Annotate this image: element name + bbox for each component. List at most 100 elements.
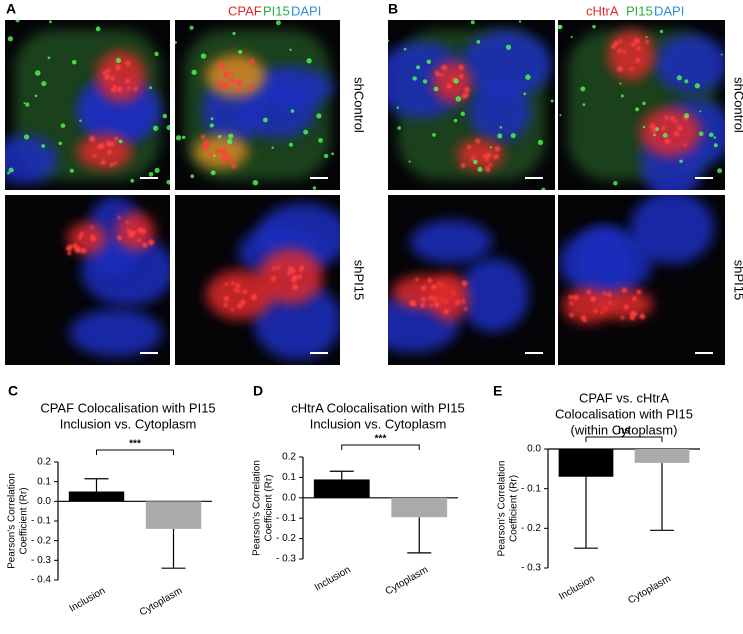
speck xyxy=(482,154,488,159)
pi15-dot xyxy=(416,65,421,70)
pi15-dot xyxy=(323,153,329,159)
speck xyxy=(290,278,296,283)
speck xyxy=(683,143,687,147)
speck xyxy=(664,115,669,120)
pi15-dot xyxy=(34,70,41,76)
speck xyxy=(475,138,481,144)
speck xyxy=(203,140,210,147)
speck xyxy=(593,308,598,313)
speck xyxy=(117,235,123,241)
pi15-dot xyxy=(499,126,503,129)
micrograph xyxy=(388,20,555,190)
pi15-dot xyxy=(662,132,668,138)
speck xyxy=(429,304,433,308)
speck xyxy=(219,61,223,65)
speck xyxy=(636,46,641,51)
inclusion xyxy=(115,212,155,251)
pi15-dot xyxy=(559,114,562,117)
chart-title: CPAF vs. cHtrA xyxy=(579,390,669,405)
speck xyxy=(90,235,97,242)
pi15-dot xyxy=(15,20,20,23)
speck xyxy=(230,78,236,84)
speck xyxy=(286,270,292,276)
channel-label: PI15 xyxy=(263,3,290,18)
speck xyxy=(298,268,303,273)
pi15-dot xyxy=(23,102,26,105)
nucleus xyxy=(77,77,162,144)
speck xyxy=(67,251,72,256)
speck xyxy=(75,247,81,253)
pi15-dot xyxy=(613,181,618,186)
row-label: shControl xyxy=(732,77,743,133)
speck xyxy=(127,86,131,90)
nucleus xyxy=(461,30,552,98)
speck xyxy=(464,307,468,311)
pi15-dot xyxy=(537,139,544,146)
panel-label: A xyxy=(6,1,16,17)
pi15-dot xyxy=(676,75,682,81)
pi15-dot xyxy=(713,143,718,148)
speck xyxy=(97,144,102,149)
chart-title: (within Cytoplasm) xyxy=(571,422,678,437)
speck xyxy=(632,296,637,302)
pi15-dot xyxy=(403,47,407,51)
speck xyxy=(125,220,129,224)
y-tick-label: - 0.3 xyxy=(31,555,51,566)
speck xyxy=(569,313,574,318)
pi15-dot xyxy=(541,187,546,190)
speck xyxy=(90,225,94,229)
pi15-dot xyxy=(396,106,399,109)
pi15-dot xyxy=(213,154,216,157)
speck xyxy=(461,299,466,304)
speck xyxy=(231,162,237,169)
pi15-dot xyxy=(679,159,683,164)
pi15-dot xyxy=(708,132,714,138)
speck xyxy=(440,73,444,77)
nucleus xyxy=(458,258,529,333)
speck xyxy=(230,71,234,76)
speck xyxy=(670,115,675,121)
speck xyxy=(235,283,241,289)
speck xyxy=(432,296,437,302)
inclusion xyxy=(96,51,146,103)
bar xyxy=(68,491,125,502)
bar xyxy=(558,449,614,477)
speck xyxy=(461,93,467,99)
pi15-dot xyxy=(175,40,177,45)
speck xyxy=(223,295,229,302)
pi15-dot xyxy=(189,25,194,30)
pi15-dot xyxy=(275,20,281,26)
speck xyxy=(607,292,612,298)
bar xyxy=(391,497,448,518)
y-axis-label: Pearson's Correlation xyxy=(252,460,263,556)
speck xyxy=(431,284,437,290)
pi15-dot xyxy=(592,24,596,29)
speck xyxy=(471,155,476,161)
row-label: shPI15 xyxy=(352,260,367,300)
speck xyxy=(237,87,242,92)
speck xyxy=(620,315,625,320)
channel-label: PI15 xyxy=(626,3,653,18)
pi15-dot xyxy=(115,57,122,64)
speck xyxy=(461,280,468,287)
speck xyxy=(629,314,635,321)
speck xyxy=(415,278,419,282)
speck xyxy=(215,149,220,154)
speck xyxy=(292,284,299,290)
pi15-dot xyxy=(175,135,182,141)
speck xyxy=(608,301,612,305)
pi15-dot xyxy=(582,103,586,106)
speck xyxy=(467,144,472,150)
speck xyxy=(92,153,97,158)
pi15-dot xyxy=(397,126,401,130)
speck xyxy=(251,294,258,301)
speck xyxy=(420,296,426,302)
speck xyxy=(428,295,433,301)
speck xyxy=(102,70,107,75)
pi15-dot xyxy=(271,146,274,149)
speck xyxy=(125,78,130,84)
pi15-dot xyxy=(71,59,77,65)
y-tick-label: 0.0 xyxy=(37,496,51,507)
speck xyxy=(237,289,241,293)
speck xyxy=(613,40,619,46)
